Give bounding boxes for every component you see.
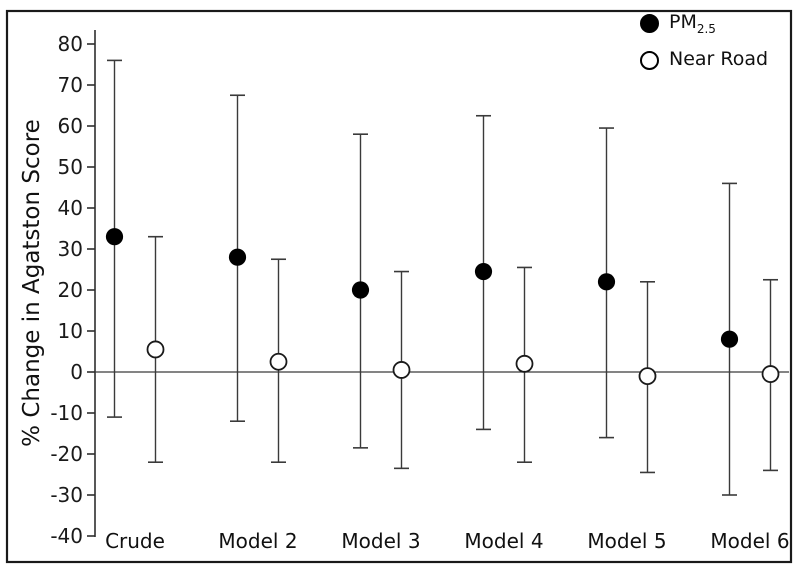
y-axis-title: % Change in Agatston Score: [19, 119, 45, 447]
data-point-pm25: [228, 248, 247, 266]
y-tick-label: 40: [58, 196, 83, 220]
legend-label-pm25: PM2.5: [669, 10, 716, 36]
y-tick-label: 60: [58, 114, 83, 138]
x-category-label: Crude: [105, 529, 165, 553]
data-point-pm25: [351, 281, 370, 299]
data-point-pm25: [105, 228, 124, 246]
data-point-near-road: [146, 340, 165, 359]
x-category-label: Model 3: [341, 529, 420, 553]
x-category-label: Model 2: [218, 529, 297, 553]
y-tick-label: 20: [58, 278, 83, 302]
data-point-near-road: [269, 352, 288, 371]
data-point-pm25: [597, 273, 616, 291]
data-point-near-road: [638, 367, 657, 386]
y-tick-label: 80: [58, 32, 83, 56]
data-point-pm25: [720, 330, 739, 348]
y-tick-label: 30: [58, 237, 83, 261]
y-tick-label: -10: [50, 401, 83, 425]
data-point-pm25: [474, 262, 493, 281]
y-tick-label: 10: [58, 319, 83, 343]
data-point-near-road: [392, 361, 411, 379]
filled-circle-icon: [640, 13, 659, 33]
y-tick-label: -40: [50, 524, 83, 548]
y-tick-label: 50: [58, 155, 83, 179]
y-tick-label: -20: [50, 442, 83, 466]
x-category-label: Model 6: [710, 529, 789, 553]
legend-item-pm25: PM2.5: [640, 10, 768, 36]
x-category-label: Model 5: [587, 529, 666, 553]
y-tick-label: 0: [70, 360, 83, 384]
figure-frame: [5, 9, 793, 564]
x-category-label: Model 4: [464, 529, 543, 553]
open-circle-icon: [640, 50, 659, 70]
y-tick-label: 70: [58, 73, 83, 97]
data-point-near-road: [515, 354, 534, 373]
legend: PM2.5 Near Road: [640, 10, 769, 70]
y-tick-label: -30: [50, 483, 83, 507]
data-point-near-road: [761, 365, 780, 383]
legend-label-near-road: Near Road: [669, 47, 769, 70]
legend-item-near-road: Near Road: [640, 47, 769, 70]
